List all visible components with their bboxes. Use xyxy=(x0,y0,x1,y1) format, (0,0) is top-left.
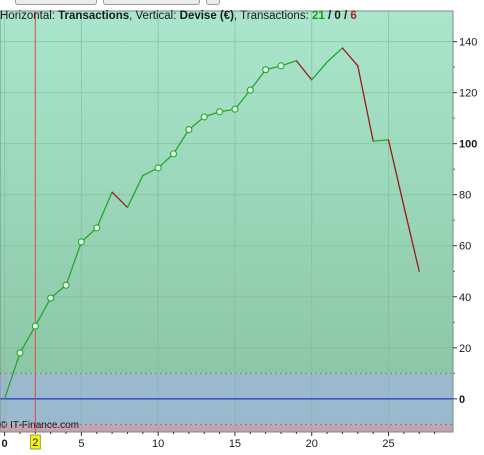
win-segment xyxy=(311,61,328,81)
transactions-zero: 0 xyxy=(334,10,341,22)
chart-zones xyxy=(0,11,453,432)
transactions-separator: / xyxy=(344,10,348,22)
loss-segment xyxy=(295,60,313,81)
data-point xyxy=(31,322,39,330)
data-point xyxy=(77,238,85,246)
data-point xyxy=(185,126,193,134)
data-point xyxy=(62,281,70,289)
data-point xyxy=(246,86,254,94)
x-axis-background xyxy=(0,433,484,455)
data-point xyxy=(262,66,270,74)
toolbar-button-2[interactable] xyxy=(103,0,200,5)
x-tick-label: 10 xyxy=(152,438,164,450)
win-segment xyxy=(19,325,36,354)
win-segment xyxy=(96,191,113,229)
data-point xyxy=(93,224,101,232)
win-segment xyxy=(172,128,190,155)
y-tick-label: 40 xyxy=(459,292,471,304)
horizontal-value: Transactions xyxy=(58,10,130,22)
x-tick-label: 25 xyxy=(382,438,394,450)
data-point xyxy=(169,150,178,158)
x-tick-label: 20 xyxy=(306,438,318,450)
x-tick-label: 0 xyxy=(2,438,8,450)
y-tick-label: 60 xyxy=(459,241,471,253)
y-tick-label: 20 xyxy=(459,343,471,355)
win-segment xyxy=(372,139,390,142)
loss-segment xyxy=(341,47,359,67)
win-segment xyxy=(249,69,267,91)
win-segment xyxy=(126,174,144,209)
win-segment xyxy=(326,47,344,63)
data-point xyxy=(231,105,239,113)
data-point xyxy=(154,164,162,172)
toolbar-button-1[interactable] xyxy=(15,0,97,5)
horizontal-label: Horizontal: xyxy=(0,10,55,22)
data-point xyxy=(47,294,55,302)
plot-border xyxy=(0,10,454,433)
equity-markers xyxy=(16,62,285,357)
vertical-label: Vertical: xyxy=(135,10,177,22)
win-segment xyxy=(3,352,21,400)
toolbar-button-3[interactable] xyxy=(206,0,220,5)
marker-badge xyxy=(29,434,41,450)
loss-segment xyxy=(403,205,420,272)
watermark: © IT-Finance.com xyxy=(0,420,80,431)
data-point xyxy=(16,349,24,357)
win-segment xyxy=(234,89,251,110)
transactions-losses: 6 xyxy=(350,10,357,22)
marker-badge-label: 2 xyxy=(32,437,38,449)
transactions-label: Transactions: xyxy=(240,10,309,22)
loss-zone xyxy=(0,424,453,432)
y-axis-background xyxy=(454,0,484,455)
y-axis: 0 20 40 60 80 100 120 140 xyxy=(453,0,484,455)
x-tick-label: 15 xyxy=(229,438,241,450)
y-tick-label: 100 xyxy=(459,139,477,151)
win-segment xyxy=(34,297,52,327)
loss-segment xyxy=(387,139,405,207)
win-segment xyxy=(65,241,83,286)
y-tick-label: 0 xyxy=(459,394,465,406)
y-tick-label: 140 xyxy=(459,37,477,49)
transactions-separator: / xyxy=(327,10,332,22)
transactions-wins: 21 xyxy=(311,10,325,22)
data-point xyxy=(277,62,285,70)
chart-grid xyxy=(0,10,454,433)
loss-segment xyxy=(111,191,129,209)
x-tick-label: 5 xyxy=(78,438,84,450)
loss-segment xyxy=(357,65,374,142)
data-point xyxy=(216,108,224,116)
data-point xyxy=(200,113,208,121)
vertical-value: Devise (€) xyxy=(179,10,234,22)
chart-info-bar: Horizontal: Transactions, Vertical: Devi… xyxy=(0,10,357,22)
y-tick-label: 80 xyxy=(459,190,471,202)
y-tick-label: 120 xyxy=(459,88,477,100)
profit-zone xyxy=(0,11,453,374)
x-axis: 0 5 10 15 20 25 2 xyxy=(0,432,484,455)
